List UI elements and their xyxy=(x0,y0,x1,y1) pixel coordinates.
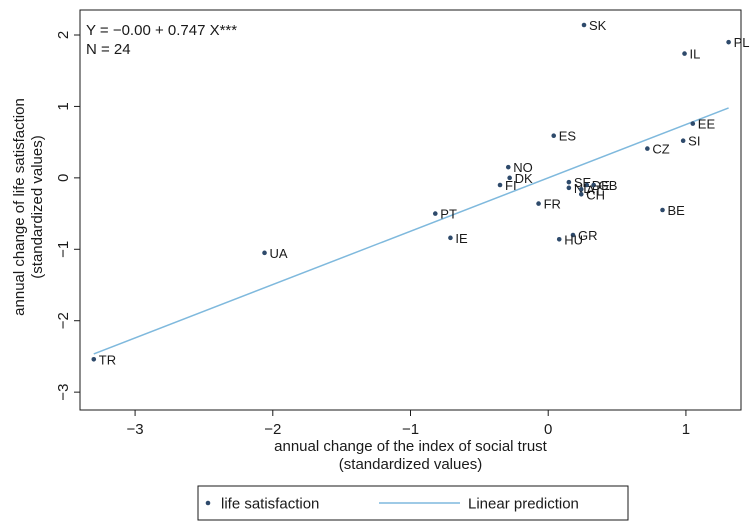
data-point xyxy=(581,22,587,28)
point-label: DK xyxy=(515,171,533,186)
point-label: HU xyxy=(564,232,583,247)
point-label: IL xyxy=(690,47,701,62)
x-axis-ticks: −3 −2 −1 0 1 xyxy=(127,410,690,438)
data-point xyxy=(551,133,557,139)
point-label: GR xyxy=(578,228,598,243)
y-tick-label: −2 xyxy=(55,312,72,329)
y-tick-label: 0 xyxy=(55,174,72,182)
point-label: PT xyxy=(440,207,457,222)
x-tick-label: 0 xyxy=(544,421,552,438)
point-label: DE xyxy=(592,178,610,193)
x-tick-label: −2 xyxy=(264,421,281,438)
data-point xyxy=(680,138,686,144)
data-point xyxy=(645,146,650,151)
x-axis-title-line2: (standardized values) xyxy=(339,456,482,473)
sample-size: N = 24 xyxy=(86,41,131,58)
legend-label-linear-prediction: Linear prediction xyxy=(468,496,579,513)
data-point xyxy=(448,235,453,241)
point-label: FR xyxy=(544,197,561,212)
data-point xyxy=(591,182,596,188)
y-tick-label: −1 xyxy=(55,241,72,258)
fit-line-segment xyxy=(93,107,729,355)
point-label: NO xyxy=(513,160,533,175)
point-label: SI xyxy=(688,134,700,149)
data-point xyxy=(497,182,503,188)
x-axis-title-line1: annual change of the index of social tru… xyxy=(274,438,548,455)
data-point xyxy=(507,175,512,181)
y-axis-ticks: −3 −2 −1 0 1 2 xyxy=(55,31,80,401)
point-label: GB xyxy=(599,178,618,193)
y-tick-label: −3 xyxy=(55,384,72,401)
data-point xyxy=(91,356,97,362)
data-point xyxy=(432,211,438,216)
data-point xyxy=(682,51,687,56)
regression-equation: Y = −0.00 + 0.747 X*** xyxy=(86,22,237,39)
data-point xyxy=(690,121,696,126)
legend-marker-life-satisfaction xyxy=(205,500,211,506)
data-point xyxy=(578,186,584,192)
data-point xyxy=(505,164,511,170)
legend-label-life-satisfaction: life satisfaction xyxy=(221,496,319,513)
y-tick-label: 1 xyxy=(55,102,72,110)
point-label: FI xyxy=(505,178,517,193)
x-tick-label: −1 xyxy=(402,421,419,438)
data-point xyxy=(726,39,731,45)
point-label: TR xyxy=(99,352,116,367)
y-axis-title-line2: (standardized values) xyxy=(29,135,46,278)
data-point xyxy=(566,185,572,191)
linear-prediction-line xyxy=(93,107,729,355)
y-axis-title-line1: annual change of life satisfaction xyxy=(11,98,28,316)
point-label: PL xyxy=(734,35,750,50)
data-point xyxy=(556,236,562,242)
point-label: BE xyxy=(668,203,686,218)
data-point xyxy=(660,207,665,213)
data-point xyxy=(570,232,576,238)
point-label: EE xyxy=(698,117,716,132)
point-label: CH xyxy=(586,187,605,202)
plot-area xyxy=(79,9,742,411)
data-point xyxy=(262,250,267,256)
y-tick-label: 2 xyxy=(55,31,72,39)
data-point xyxy=(566,179,572,185)
point-label: CZ xyxy=(652,142,669,157)
point-label: SK xyxy=(589,18,607,33)
x-tick-label: 1 xyxy=(682,421,690,438)
data-points: SKPLILEEESSICZNODKSEFIDEGBNLATCHFRBEPTGR… xyxy=(91,18,750,367)
data-point xyxy=(584,182,590,188)
x-tick-label: −3 xyxy=(127,421,144,438)
point-label: IE xyxy=(455,231,468,246)
data-point xyxy=(578,191,584,197)
point-label: AT xyxy=(586,182,602,197)
legend: life satisfaction Linear prediction xyxy=(197,485,629,521)
point-label: UA xyxy=(270,246,288,261)
data-point xyxy=(536,201,541,206)
point-label: ES xyxy=(559,129,577,144)
